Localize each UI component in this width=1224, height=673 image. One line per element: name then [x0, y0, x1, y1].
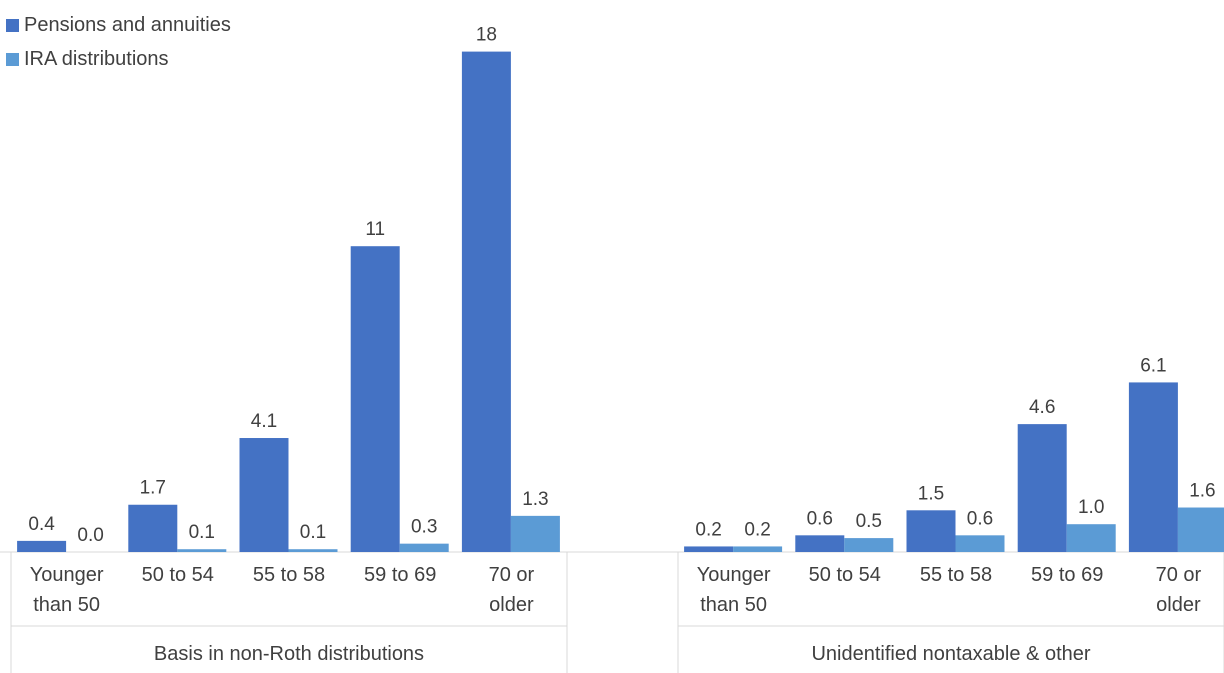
data-label-ira-g1-c1: 0.5 [856, 511, 882, 532]
bar-ira-g1-c4 [1177, 507, 1224, 552]
data-label-ira-g1-c3: 1.0 [1078, 497, 1104, 518]
data-label-ira-g0-c4: 1.3 [522, 489, 548, 510]
category-label-g0-c0-l0: Younger [30, 564, 104, 586]
bar-pensions-g1-c4 [1128, 382, 1178, 552]
category-label-g0-c1: 50 to 54 [142, 564, 214, 586]
bar-pensions-g0-c2 [239, 438, 289, 552]
chart-legend: Pensions and annuities IRA distributions [6, 8, 231, 76]
data-label-pensions-g0-c1: 1.7 [140, 478, 166, 499]
legend-item-ira: IRA distributions [6, 42, 231, 76]
bar-ira-g0-c2 [288, 549, 338, 552]
category-label-g1-c0-l0: Younger [697, 564, 771, 586]
group-label-1: Unidentified nontaxable & other [811, 643, 1090, 665]
data-label-pensions-g0-c4: 18 [476, 25, 497, 46]
bar-pensions-g0-c1 [128, 504, 178, 552]
bar-ira-g0-c1 [177, 549, 227, 552]
category-label-g0-c4-l0: 70 or [489, 564, 535, 586]
legend-item-pensions: Pensions and annuities [6, 8, 231, 42]
bar-ira-g1-c0 [733, 546, 783, 552]
data-label-pensions-g1-c1: 0.6 [807, 508, 833, 529]
bar-ira-g1-c1 [844, 538, 894, 552]
group-label-0: Basis in non-Roth distributions [154, 643, 424, 665]
category-label-g1-c2: 55 to 58 [920, 564, 992, 586]
data-label-ira-g1-c0: 0.2 [744, 519, 770, 540]
category-label-g1-c4-l1: older [1156, 594, 1201, 616]
data-label-ira-g0-c1: 0.1 [189, 522, 215, 543]
legend-swatch-pensions [6, 18, 19, 32]
data-label-pensions-g1-c3: 4.6 [1029, 397, 1055, 418]
bar-ira-g0-c3 [399, 543, 449, 552]
legend-swatch-ira [6, 52, 19, 66]
legend-label-pensions: Pensions and annuities [24, 13, 231, 36]
category-label-g0-c0-l1: than 50 [33, 594, 100, 616]
data-label-ira-g0-c2: 0.1 [300, 522, 326, 543]
bar-pensions-g1-c2 [906, 510, 956, 552]
bar-ira-g1-c2 [955, 535, 1005, 552]
category-label-g0-c4-l1: older [489, 594, 534, 616]
bar-pensions-g1-c3 [1017, 424, 1067, 552]
bar-ira-g0-c4 [510, 515, 560, 552]
data-label-pensions-g0-c3: 11 [365, 219, 385, 240]
data-label-pensions-g1-c4: 6.1 [1140, 355, 1166, 376]
bar-pensions-g1-c1 [795, 535, 845, 552]
category-label-g0-c3: 59 to 69 [364, 564, 436, 586]
data-label-ira-g0-c0: 0.0 [77, 525, 103, 546]
category-label-g1-c4-l0: 70 or [1156, 564, 1202, 586]
data-label-ira-g1-c4: 1.6 [1189, 481, 1215, 502]
data-label-pensions-g1-c0: 0.2 [695, 519, 721, 540]
category-label-g1-c3: 59 to 69 [1031, 564, 1103, 586]
data-label-ira-g1-c2: 0.6 [967, 508, 993, 529]
bar-pensions-g0-c4 [461, 51, 511, 552]
category-label-g1-c0-l1: than 50 [700, 594, 767, 616]
bar-pensions-g1-c0 [684, 546, 734, 552]
category-label-g1-c1: 50 to 54 [809, 564, 881, 586]
bar-pensions-g0-c0 [17, 540, 67, 552]
data-label-pensions-g0-c2: 4.1 [251, 411, 277, 432]
data-label-ira-g0-c3: 0.3 [411, 517, 437, 538]
data-label-pensions-g1-c2: 1.5 [918, 483, 944, 504]
bar-ira-g1-c3 [1066, 524, 1116, 552]
category-label-g0-c2: 55 to 58 [253, 564, 325, 586]
bar-pensions-g0-c3 [350, 246, 400, 552]
data-label-pensions-g0-c0: 0.4 [28, 514, 55, 535]
legend-label-ira: IRA distributions [24, 47, 169, 70]
